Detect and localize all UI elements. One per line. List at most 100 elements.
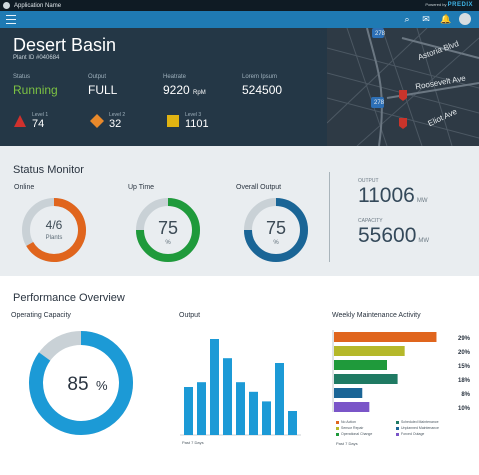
capacity-metric: CAPACITY 55600 MW (358, 218, 429, 248)
capacity-value: 85 (67, 374, 88, 395)
capacity-ring-svg: 85% (29, 331, 133, 435)
legend-swatch (336, 420, 339, 424)
gauge-ring: 4/6 Plants (22, 198, 86, 262)
nav-bar: ⌕ ✉ 🔔 (0, 11, 479, 28)
legend-item: Sensor Repair (336, 426, 396, 430)
output-bar (249, 391, 258, 435)
kpi-output: Output FULL (88, 74, 117, 97)
kpi-label: Output (88, 74, 107, 80)
metric-value: 11006 (358, 184, 415, 207)
location-map[interactable]: 278 278 Astoria Blvd Roosevelt Ave Eliot… (327, 28, 479, 146)
menu-icon[interactable] (6, 15, 16, 24)
powered-by-text: Powered by (425, 2, 447, 7)
weekly-bar (334, 388, 363, 398)
metric-unit: MW (418, 238, 430, 244)
level-value: 1101 (185, 118, 209, 130)
output-bar (262, 401, 271, 435)
legend-label: Forced Outage (401, 432, 425, 436)
mail-icon[interactable]: ✉ (422, 14, 430, 24)
legend-item: Scheduled Maintenance (396, 420, 456, 424)
weekly-activity-legend: No Action Sensor Repair Operational Change… (336, 420, 456, 440)
kpi-label: Heatrate (163, 74, 187, 80)
ring-value-arc (136, 198, 200, 262)
gauge-value: 75 (266, 218, 286, 238)
level-value: 74 (32, 118, 45, 130)
capacity-unit: % (96, 378, 108, 393)
plant-id: Plant ID #040684 (13, 55, 60, 61)
weekly-bar (334, 374, 398, 384)
gauge-ring: 75% (136, 198, 200, 262)
kpi-value: Running (13, 83, 58, 97)
performance-title: Performance Overview (13, 292, 125, 304)
gauge-online: Online 4/6 Plants (14, 184, 94, 268)
diamond-alert-icon (90, 114, 104, 128)
gauge-value: 4/6 (46, 218, 63, 232)
legend-swatch (336, 426, 339, 430)
triangle-alert-icon (14, 115, 26, 127)
kpi-lorem: Lorem Ipsum 524500 (242, 74, 282, 97)
kpi-unit: RpM (193, 90, 206, 96)
kpi-label: Status (13, 74, 31, 80)
map-shield: 278 (374, 100, 385, 106)
output-axis-label: Past 7 Days (182, 440, 204, 445)
gauge-label: Overall Output (236, 184, 282, 191)
metric-value: 55600 (358, 224, 417, 247)
output-chart-svg (180, 339, 301, 436)
legend-swatch (336, 432, 339, 436)
legend-item: No Action (336, 420, 396, 424)
weekly-bar (334, 332, 437, 342)
weekly-bar-label: 20% (458, 350, 471, 356)
status-monitor-title: Status Monitor (13, 164, 84, 176)
status-monitor-panel: Status Monitor Online 4/6 Plants Up Time … (0, 146, 479, 276)
kpi-status: Status Running (13, 74, 58, 97)
square-alert-icon (167, 115, 179, 127)
kpi-value: 524500 (242, 83, 283, 97)
output-bar (223, 358, 232, 435)
output-bar-chart (180, 330, 305, 440)
kpi-heatrate: Heatrate 9220 RpM (163, 74, 206, 97)
legend-label: Unplanned Maintenance (401, 426, 439, 430)
output-bar (210, 339, 219, 435)
gauge-overall-output: Overall Output 75% (236, 184, 316, 268)
output-bar (275, 363, 284, 435)
legend-grid: No Action Sensor Repair Operational Change… (336, 420, 456, 438)
ring-value-arc (244, 198, 308, 262)
weekly-bar-label: 10% (458, 406, 471, 412)
weekly-axis-label: Past 7 Days (336, 441, 358, 446)
gauge-unit: Plants (46, 235, 63, 241)
metric-label: OUTPUT (358, 178, 379, 184)
weekly-bar (334, 346, 405, 356)
legend-item: Operational Change (336, 432, 396, 436)
legend-label: Sensor Repair (341, 426, 364, 430)
output-bar (197, 382, 206, 435)
level-3: Level 3 1101 (166, 112, 209, 130)
app-name: Application Name (14, 2, 62, 9)
notification-bell-icon[interactable]: 🔔 (440, 14, 452, 24)
legend-swatch (396, 432, 399, 436)
level-label: Level 2 (109, 112, 126, 118)
output-bar (288, 411, 297, 435)
weekly-chart-svg: 29% 20% 15% 18% 8% 10% (332, 330, 471, 412)
metric-unit: MW (416, 198, 428, 204)
level-2: Level 2 32 (90, 112, 125, 130)
output-bar (236, 382, 245, 435)
weekly-bar-label: 8% (461, 392, 470, 398)
level-1: Level 1 74 (13, 112, 48, 130)
output-chart-label: Output (179, 312, 201, 319)
avatar[interactable] (459, 13, 471, 25)
plant-title: Desert Basin (13, 35, 117, 55)
map-shield: 278 (375, 31, 386, 37)
search-icon[interactable]: ⌕ (404, 14, 410, 24)
operating-capacity-label: Operating Capacity (11, 312, 71, 319)
gauge-label: Up Time (128, 184, 155, 191)
gauge-unit: % (273, 240, 279, 246)
gauge-uptime: Up Time 75% (128, 184, 208, 268)
weekly-bar-label: 15% (458, 364, 471, 370)
gauge-unit: % (165, 240, 171, 246)
level-label: Level 3 (185, 112, 202, 118)
divider (329, 172, 330, 262)
legend-label: Operational Change (341, 432, 373, 436)
kpi-label: Lorem Ipsum (242, 74, 278, 80)
brand-name: PREDIX (447, 2, 473, 8)
output-bar (184, 387, 193, 435)
